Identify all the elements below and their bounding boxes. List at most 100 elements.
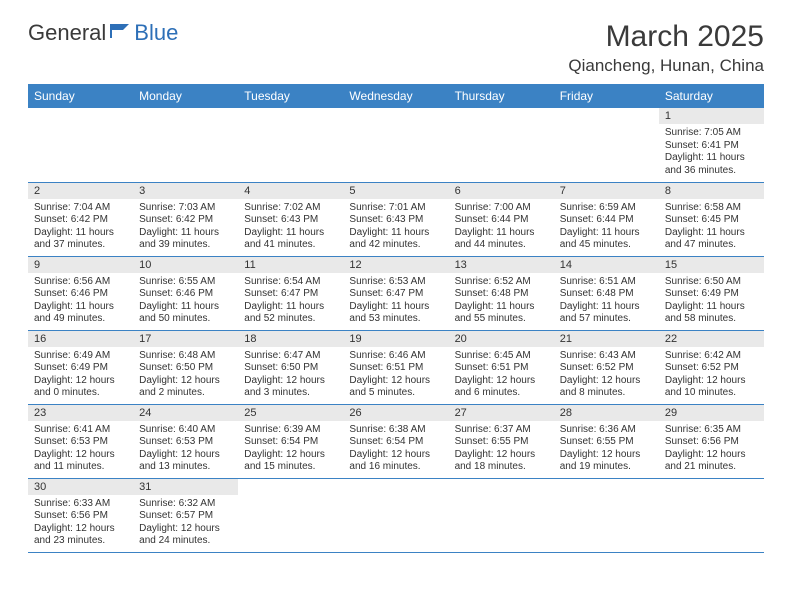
calendar-cell: 16Sunrise: 6:49 AMSunset: 6:49 PMDayligh… [28, 330, 133, 404]
day-info: Sunrise: 7:04 AMSunset: 6:42 PMDaylight:… [28, 199, 133, 255]
sunset-text: Sunset: 6:49 PM [665, 288, 758, 301]
sunset-text: Sunset: 6:56 PM [665, 436, 758, 449]
day-number: 25 [238, 405, 343, 421]
calendar-body: ......1Sunrise: 7:05 AMSunset: 6:41 PMDa… [28, 108, 764, 552]
calendar-cell: . [343, 108, 448, 182]
daylight-text: Daylight: 11 hours and 37 minutes. [34, 227, 127, 252]
calendar-cell: 17Sunrise: 6:48 AMSunset: 6:50 PMDayligh… [133, 330, 238, 404]
day-number: 7 [554, 183, 659, 199]
sunrise-text: Sunrise: 6:51 AM [560, 276, 653, 289]
day-info: Sunrise: 7:03 AMSunset: 6:42 PMDaylight:… [133, 199, 238, 255]
day-info: Sunrise: 7:02 AMSunset: 6:43 PMDaylight:… [238, 199, 343, 255]
sunrise-text: Sunrise: 7:04 AM [34, 202, 127, 215]
col-saturday: Saturday [659, 84, 764, 108]
flag-icon [109, 20, 131, 46]
day-number: 16 [28, 331, 133, 347]
calendar-cell: 2Sunrise: 7:04 AMSunset: 6:42 PMDaylight… [28, 182, 133, 256]
calendar-cell: 27Sunrise: 6:37 AMSunset: 6:55 PMDayligh… [449, 404, 554, 478]
day-info: Sunrise: 6:36 AMSunset: 6:55 PMDaylight:… [554, 421, 659, 477]
daylight-text: Daylight: 11 hours and 52 minutes. [244, 301, 337, 326]
calendar-cell: . [238, 108, 343, 182]
day-number: 29 [659, 405, 764, 421]
sunset-text: Sunset: 6:43 PM [349, 214, 442, 227]
brand-word-1: General [28, 20, 106, 46]
day-number: 4 [238, 183, 343, 199]
calendar-cell: 20Sunrise: 6:45 AMSunset: 6:51 PMDayligh… [449, 330, 554, 404]
sunrise-text: Sunrise: 6:55 AM [139, 276, 232, 289]
calendar-cell: 26Sunrise: 6:38 AMSunset: 6:54 PMDayligh… [343, 404, 448, 478]
sunset-text: Sunset: 6:54 PM [244, 436, 337, 449]
day-info: Sunrise: 6:52 AMSunset: 6:48 PMDaylight:… [449, 273, 554, 329]
calendar-cell: 9 Sunrise: 6:56 AMSunset: 6:46 PMDaylight… [28, 256, 133, 330]
sunset-text: Sunset: 6:42 PM [34, 214, 127, 227]
daylight-text: Daylight: 11 hours and 58 minutes. [665, 301, 758, 326]
sunset-text: Sunset: 6:57 PM [139, 510, 232, 523]
sunrise-text: Sunrise: 6:52 AM [455, 276, 548, 289]
daylight-text: Daylight: 11 hours and 44 minutes. [455, 227, 548, 252]
day-info: Sunrise: 7:00 AMSunset: 6:44 PMDaylight:… [449, 199, 554, 255]
day-number: 21 [554, 331, 659, 347]
daylight-text: Daylight: 12 hours and 5 minutes. [349, 375, 442, 400]
calendar-cell: 30Sunrise: 6:33 AMSunset: 6:56 PMDayligh… [28, 478, 133, 552]
day-number: 24 [133, 405, 238, 421]
calendar-cell: 13Sunrise: 6:52 AMSunset: 6:48 PMDayligh… [449, 256, 554, 330]
calendar-page: General Blue March 2025 Qiancheng, Hunan… [0, 0, 792, 563]
day-number: 6 [449, 183, 554, 199]
day-number: 9 [28, 257, 133, 273]
day-number: 15 [659, 257, 764, 273]
sunrise-text: Sunrise: 6:49 AM [34, 350, 127, 363]
sunset-text: Sunset: 6:46 PM [34, 288, 127, 301]
calendar-cell: 24Sunrise: 6:40 AMSunset: 6:53 PMDayligh… [133, 404, 238, 478]
day-info: Sunrise: 6:45 AMSunset: 6:51 PMDaylight:… [449, 347, 554, 403]
sunrise-text: Sunrise: 6:54 AM [244, 276, 337, 289]
day-number: 5 [343, 183, 448, 199]
sunset-text: Sunset: 6:56 PM [34, 510, 127, 523]
day-number: 22 [659, 331, 764, 347]
daylight-text: Daylight: 11 hours and 36 minutes. [665, 152, 758, 177]
sunset-text: Sunset: 6:43 PM [244, 214, 337, 227]
sunrise-text: Sunrise: 6:41 AM [34, 424, 127, 437]
day-number: 20 [449, 331, 554, 347]
calendar-cell: 25Sunrise: 6:39 AMSunset: 6:54 PMDayligh… [238, 404, 343, 478]
day-info: Sunrise: 6:38 AMSunset: 6:54 PMDaylight:… [343, 421, 448, 477]
calendar-cell: . [449, 478, 554, 552]
day-number: 28 [554, 405, 659, 421]
col-friday: Friday [554, 84, 659, 108]
day-info: Sunrise: 6:58 AMSunset: 6:45 PMDaylight:… [659, 199, 764, 255]
col-tuesday: Tuesday [238, 84, 343, 108]
sunrise-text: Sunrise: 6:59 AM [560, 202, 653, 215]
daylight-text: Daylight: 12 hours and 11 minutes. [34, 449, 127, 474]
sunset-text: Sunset: 6:52 PM [665, 362, 758, 375]
calendar-cell: 1Sunrise: 7:05 AMSunset: 6:41 PMDaylight… [659, 108, 764, 182]
day-number: 2 [28, 183, 133, 199]
daylight-text: Daylight: 11 hours and 49 minutes. [34, 301, 127, 326]
day-number: 26 [343, 405, 448, 421]
sunset-text: Sunset: 6:50 PM [139, 362, 232, 375]
page-header: General Blue March 2025 Qiancheng, Hunan… [28, 20, 764, 76]
calendar-cell: . [133, 108, 238, 182]
day-info: Sunrise: 6:39 AMSunset: 6:54 PMDaylight:… [238, 421, 343, 477]
sunset-text: Sunset: 6:47 PM [244, 288, 337, 301]
day-number: 30 [28, 479, 133, 495]
day-number: 3 [133, 183, 238, 199]
daylight-text: Daylight: 12 hours and 19 minutes. [560, 449, 653, 474]
calendar-cell: 15Sunrise: 6:50 AMSunset: 6:49 PMDayligh… [659, 256, 764, 330]
calendar-cell: 3Sunrise: 7:03 AMSunset: 6:42 PMDaylight… [133, 182, 238, 256]
sunset-text: Sunset: 6:52 PM [560, 362, 653, 375]
calendar-cell: 10Sunrise: 6:55 AMSunset: 6:46 PMDayligh… [133, 256, 238, 330]
sunrise-text: Sunrise: 6:39 AM [244, 424, 337, 437]
day-number: 19 [343, 331, 448, 347]
daylight-text: Daylight: 12 hours and 23 minutes. [34, 523, 127, 548]
sunrise-text: Sunrise: 6:38 AM [349, 424, 442, 437]
sunset-text: Sunset: 6:48 PM [455, 288, 548, 301]
day-number: 10 [133, 257, 238, 273]
calendar-cell: 7Sunrise: 6:59 AMSunset: 6:44 PMDaylight… [554, 182, 659, 256]
daylight-text: Daylight: 12 hours and 24 minutes. [139, 523, 232, 548]
day-info: Sunrise: 6:51 AMSunset: 6:48 PMDaylight:… [554, 273, 659, 329]
sunrise-text: Sunrise: 6:56 AM [34, 276, 127, 289]
sunrise-text: Sunrise: 7:05 AM [665, 127, 758, 140]
day-info: Sunrise: 6:32 AMSunset: 6:57 PMDaylight:… [133, 495, 238, 551]
calendar-week-row: 30Sunrise: 6:33 AMSunset: 6:56 PMDayligh… [28, 478, 764, 552]
daylight-text: Daylight: 11 hours and 41 minutes. [244, 227, 337, 252]
month-title: March 2025 [568, 20, 764, 54]
